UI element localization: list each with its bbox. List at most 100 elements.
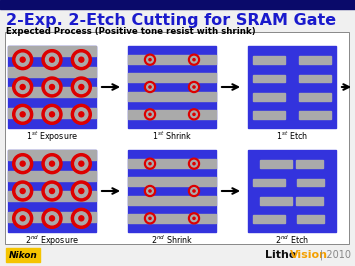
Circle shape xyxy=(75,185,88,197)
Bar xyxy=(260,197,292,205)
Bar xyxy=(253,215,285,223)
Circle shape xyxy=(49,85,55,89)
Circle shape xyxy=(13,181,33,201)
Circle shape xyxy=(193,217,195,219)
Circle shape xyxy=(20,189,25,193)
Circle shape xyxy=(13,104,33,124)
Bar xyxy=(299,93,331,101)
Circle shape xyxy=(193,190,195,192)
Bar xyxy=(128,196,216,205)
Bar xyxy=(128,214,216,223)
Text: 2$^{nd}$ Shrink: 2$^{nd}$ Shrink xyxy=(151,234,193,246)
Circle shape xyxy=(42,50,62,70)
Circle shape xyxy=(16,81,29,94)
Circle shape xyxy=(189,109,200,120)
Bar xyxy=(8,46,96,128)
Text: 1$^{st}$ Exposure: 1$^{st}$ Exposure xyxy=(26,130,78,144)
Circle shape xyxy=(45,53,59,66)
Bar xyxy=(299,56,331,64)
Bar xyxy=(253,111,285,119)
Bar xyxy=(299,111,331,119)
Bar xyxy=(296,160,323,168)
Bar xyxy=(8,191,96,201)
Bar xyxy=(8,150,96,232)
Bar xyxy=(6,248,40,262)
Circle shape xyxy=(189,213,200,224)
Circle shape xyxy=(16,53,29,66)
Circle shape xyxy=(20,57,25,62)
Circle shape xyxy=(193,113,195,115)
Circle shape xyxy=(191,188,197,194)
Circle shape xyxy=(71,77,91,97)
Circle shape xyxy=(147,84,153,90)
Circle shape xyxy=(149,59,151,61)
Circle shape xyxy=(20,216,25,221)
Circle shape xyxy=(193,163,195,165)
Bar xyxy=(248,46,336,128)
Circle shape xyxy=(13,154,33,174)
Circle shape xyxy=(20,112,25,117)
Circle shape xyxy=(75,53,88,66)
Circle shape xyxy=(71,208,91,228)
Bar xyxy=(8,150,96,160)
Bar xyxy=(128,46,216,128)
Bar xyxy=(8,107,96,118)
Circle shape xyxy=(20,161,25,166)
Bar xyxy=(0,0,355,9)
Circle shape xyxy=(16,185,29,197)
Text: 1$^{st}$ Etch: 1$^{st}$ Etch xyxy=(276,130,308,142)
Circle shape xyxy=(191,111,197,118)
Circle shape xyxy=(144,213,155,224)
Circle shape xyxy=(189,54,200,65)
Circle shape xyxy=(149,86,151,88)
Bar xyxy=(8,46,96,56)
Circle shape xyxy=(79,161,84,166)
Text: Litho: Litho xyxy=(265,250,296,260)
Circle shape xyxy=(45,157,59,170)
Text: 2$^{nd}$ Etch: 2$^{nd}$ Etch xyxy=(275,234,309,246)
Circle shape xyxy=(16,212,29,225)
Circle shape xyxy=(45,212,59,225)
Circle shape xyxy=(75,212,88,225)
Circle shape xyxy=(49,216,55,221)
Bar xyxy=(8,87,96,97)
Circle shape xyxy=(71,104,91,124)
Circle shape xyxy=(16,108,29,121)
Circle shape xyxy=(42,208,62,228)
Circle shape xyxy=(75,81,88,94)
Circle shape xyxy=(79,85,84,89)
Circle shape xyxy=(13,50,33,70)
Circle shape xyxy=(45,185,59,197)
Bar xyxy=(128,150,216,232)
Circle shape xyxy=(149,113,151,115)
Circle shape xyxy=(144,158,155,169)
Text: | 2010: | 2010 xyxy=(320,250,351,260)
Circle shape xyxy=(147,111,153,118)
Text: Expected Process (Positive tone resist with shrink): Expected Process (Positive tone resist w… xyxy=(6,27,256,36)
Bar xyxy=(8,171,96,181)
Circle shape xyxy=(42,77,62,97)
Circle shape xyxy=(191,84,197,90)
Circle shape xyxy=(49,57,55,62)
Bar xyxy=(253,179,285,186)
Circle shape xyxy=(191,160,197,167)
Circle shape xyxy=(79,57,84,62)
Circle shape xyxy=(79,112,84,117)
Circle shape xyxy=(149,190,151,192)
Bar xyxy=(128,110,216,119)
Circle shape xyxy=(49,189,55,193)
Circle shape xyxy=(147,160,153,167)
Bar xyxy=(128,159,216,168)
Circle shape xyxy=(71,154,91,174)
Bar xyxy=(248,150,336,232)
Circle shape xyxy=(189,81,200,93)
Bar xyxy=(296,197,323,205)
Circle shape xyxy=(193,86,195,88)
Circle shape xyxy=(13,77,33,97)
Circle shape xyxy=(144,109,155,120)
Circle shape xyxy=(42,154,62,174)
Text: Vision: Vision xyxy=(290,250,328,260)
Circle shape xyxy=(75,108,88,121)
Circle shape xyxy=(189,185,200,197)
Circle shape xyxy=(144,81,155,93)
